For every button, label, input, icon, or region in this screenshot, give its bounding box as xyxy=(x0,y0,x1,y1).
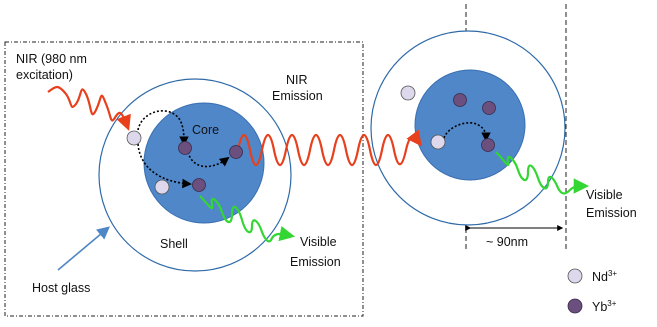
visible-emission-left-line2: Emission xyxy=(290,255,341,269)
yb-ion xyxy=(229,145,243,159)
visible-emission-right-line1: Visible xyxy=(586,188,623,202)
nir-excitation-label-line1: NIR (980 nm xyxy=(16,52,87,66)
visible-emission-left-line1: Visible xyxy=(300,235,337,249)
host-glass-boundary xyxy=(4,41,364,317)
nd-ion xyxy=(126,130,142,146)
legend: Nd3+ Yb3+ xyxy=(567,268,617,314)
host-glass-label: Host glass xyxy=(32,281,90,295)
legend-yb-label: Yb3+ xyxy=(592,299,617,314)
core-label: Core xyxy=(192,123,219,137)
legend-nd-swatch xyxy=(567,268,583,284)
yb-ion xyxy=(178,141,192,155)
shell-label: Shell xyxy=(160,237,188,251)
left-core xyxy=(143,102,265,224)
yb-ion xyxy=(453,93,467,107)
legend-nd-label: Nd3+ xyxy=(592,269,617,284)
host-glass-arrow xyxy=(57,226,110,271)
yb-ion xyxy=(192,178,206,192)
nir-emission-label-line1: NIR xyxy=(286,73,308,87)
energy-transfer-arrow-3 xyxy=(137,143,192,189)
nir-emission-label-line2: Emission xyxy=(272,89,323,103)
nir-emission-wave xyxy=(236,129,422,167)
yb-ion xyxy=(482,101,496,115)
nd-ion xyxy=(400,85,416,101)
nir-excitation-label-line2: excitation) xyxy=(16,68,73,82)
nir-excitation-wave xyxy=(47,85,131,131)
distance-label: ~ 90nm xyxy=(486,235,528,249)
legend-yb-swatch xyxy=(567,298,583,314)
yb-ion xyxy=(481,138,495,152)
visible-emission-right-line2: Emission xyxy=(586,206,637,220)
visible-emission-wave-left xyxy=(199,195,296,243)
nd-ion xyxy=(154,179,170,195)
energy-transfer-arrow-2 xyxy=(187,151,230,168)
nd-ion xyxy=(430,134,446,150)
visible-emission-wave-right xyxy=(495,151,590,195)
